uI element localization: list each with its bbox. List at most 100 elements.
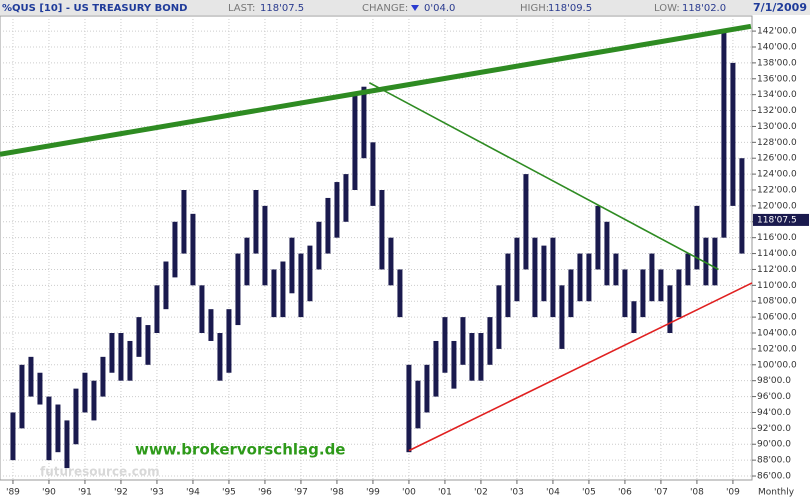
y-tick-label: 140'00.0 xyxy=(757,42,797,52)
range-bar xyxy=(577,253,583,302)
x-tick-label: '89 xyxy=(6,488,20,498)
y-tick-label: 96'00.0 xyxy=(757,392,791,402)
x-tick-label: '02 xyxy=(474,488,488,498)
x-tick-label: '00 xyxy=(402,488,416,498)
y-tick-label: 116'00.0 xyxy=(757,233,797,243)
range-bar xyxy=(631,301,637,334)
range-bar xyxy=(478,333,484,381)
last-marker-label: 118'07.5 xyxy=(757,215,797,225)
range-bar xyxy=(640,269,646,318)
range-bar xyxy=(262,205,268,286)
range-bar xyxy=(568,269,574,318)
x-tick-label: '01 xyxy=(438,488,452,498)
range-bar xyxy=(289,237,295,294)
range-bar xyxy=(271,269,277,318)
range-bar xyxy=(244,237,250,286)
range-bar xyxy=(55,404,61,453)
period: Monthly xyxy=(758,488,795,498)
range-bar xyxy=(316,221,322,270)
y-tick-label: 112'00.0 xyxy=(757,265,797,275)
x-tick-label: '07 xyxy=(654,488,668,498)
range-bar xyxy=(613,253,619,286)
range-bar xyxy=(154,285,160,334)
range-bar xyxy=(73,388,79,445)
range-bar xyxy=(82,372,88,413)
range-bar xyxy=(100,356,106,397)
range-bar xyxy=(694,205,700,270)
range-bar xyxy=(415,380,421,429)
range-bar xyxy=(460,317,466,365)
range-bar xyxy=(406,364,412,453)
range-bar xyxy=(469,333,475,381)
low-value: 118'02.0 xyxy=(682,3,726,14)
range-bar xyxy=(595,205,601,270)
chart-title: %QUS [10] - US TREASURY BOND xyxy=(2,3,187,14)
range-bar xyxy=(46,396,52,461)
x-tick-label: '04 xyxy=(546,488,560,498)
x-tick-label: '92 xyxy=(114,488,128,498)
range-bar xyxy=(307,245,313,302)
last-value: 118'07.5 xyxy=(260,3,304,14)
x-tick-label: '08 xyxy=(690,488,704,498)
x-tick-label: '93 xyxy=(150,488,164,498)
header-bar xyxy=(0,0,810,15)
range-bar xyxy=(676,269,682,318)
trend-line xyxy=(0,23,752,157)
y-tick-label: 138'00.0 xyxy=(757,58,797,68)
y-tick-label: 90'00.0 xyxy=(757,440,791,450)
y-tick-label: 120'00.0 xyxy=(757,201,797,211)
change-label: CHANGE: xyxy=(362,3,408,14)
range-bar xyxy=(388,237,394,286)
range-bar xyxy=(523,174,529,270)
x-tick-label: '90 xyxy=(42,488,56,498)
watermark: www.brokervorschlag.de xyxy=(135,441,345,459)
y-tick-label: 114'00.0 xyxy=(757,249,797,259)
x-tick-label: '05 xyxy=(582,488,596,498)
x-tick-label: '91 xyxy=(78,488,92,498)
range-bar xyxy=(559,285,565,349)
y-tick-label: 88'00.0 xyxy=(757,456,791,466)
trend-line xyxy=(368,82,719,271)
y-tick-label: 102'00.0 xyxy=(757,344,797,354)
range-bar xyxy=(118,333,124,381)
x-tick-label: '03 xyxy=(510,488,524,498)
range-bar xyxy=(181,190,187,254)
y-tick-label: 134'00.0 xyxy=(757,90,797,100)
y-tick-label: 126'00.0 xyxy=(757,154,797,164)
y-tick-label: 92'00.0 xyxy=(757,424,791,434)
range-bar xyxy=(361,86,367,159)
range-bar xyxy=(397,269,403,318)
x-tick-label: '96 xyxy=(258,488,272,498)
range-bar xyxy=(667,285,673,334)
y-tick-label: 94'00.0 xyxy=(757,408,791,418)
y-tick-label: 104'00.0 xyxy=(757,329,797,339)
y-tick-label: 110'00.0 xyxy=(757,281,797,291)
low-label: LOW: xyxy=(654,3,680,14)
range-bar xyxy=(739,158,745,254)
range-bar xyxy=(28,356,34,397)
range-bar xyxy=(19,364,25,429)
range-bar xyxy=(622,269,628,318)
range-bar xyxy=(487,317,493,365)
y-tick-label: 100'00.0 xyxy=(757,360,797,370)
range-bar xyxy=(163,261,169,310)
range-bar xyxy=(379,190,385,270)
range-bar xyxy=(649,253,655,302)
x-tick-label: '95 xyxy=(222,488,236,498)
range-bar xyxy=(586,253,592,302)
range-bar xyxy=(217,333,223,381)
source: futuresource.com xyxy=(40,465,160,479)
x-tick-label: '09 xyxy=(726,488,740,498)
last-marker xyxy=(753,213,809,226)
range-bar xyxy=(199,285,205,334)
high-label: HIGH: xyxy=(520,3,549,14)
range-bar xyxy=(352,94,358,190)
range-bar xyxy=(136,317,142,357)
x-tick-label: '94 xyxy=(186,488,200,498)
range-bar xyxy=(253,190,259,254)
range-bar xyxy=(10,412,16,461)
range-bar xyxy=(226,309,232,373)
range-bar xyxy=(334,182,340,238)
range-bar xyxy=(235,253,241,326)
